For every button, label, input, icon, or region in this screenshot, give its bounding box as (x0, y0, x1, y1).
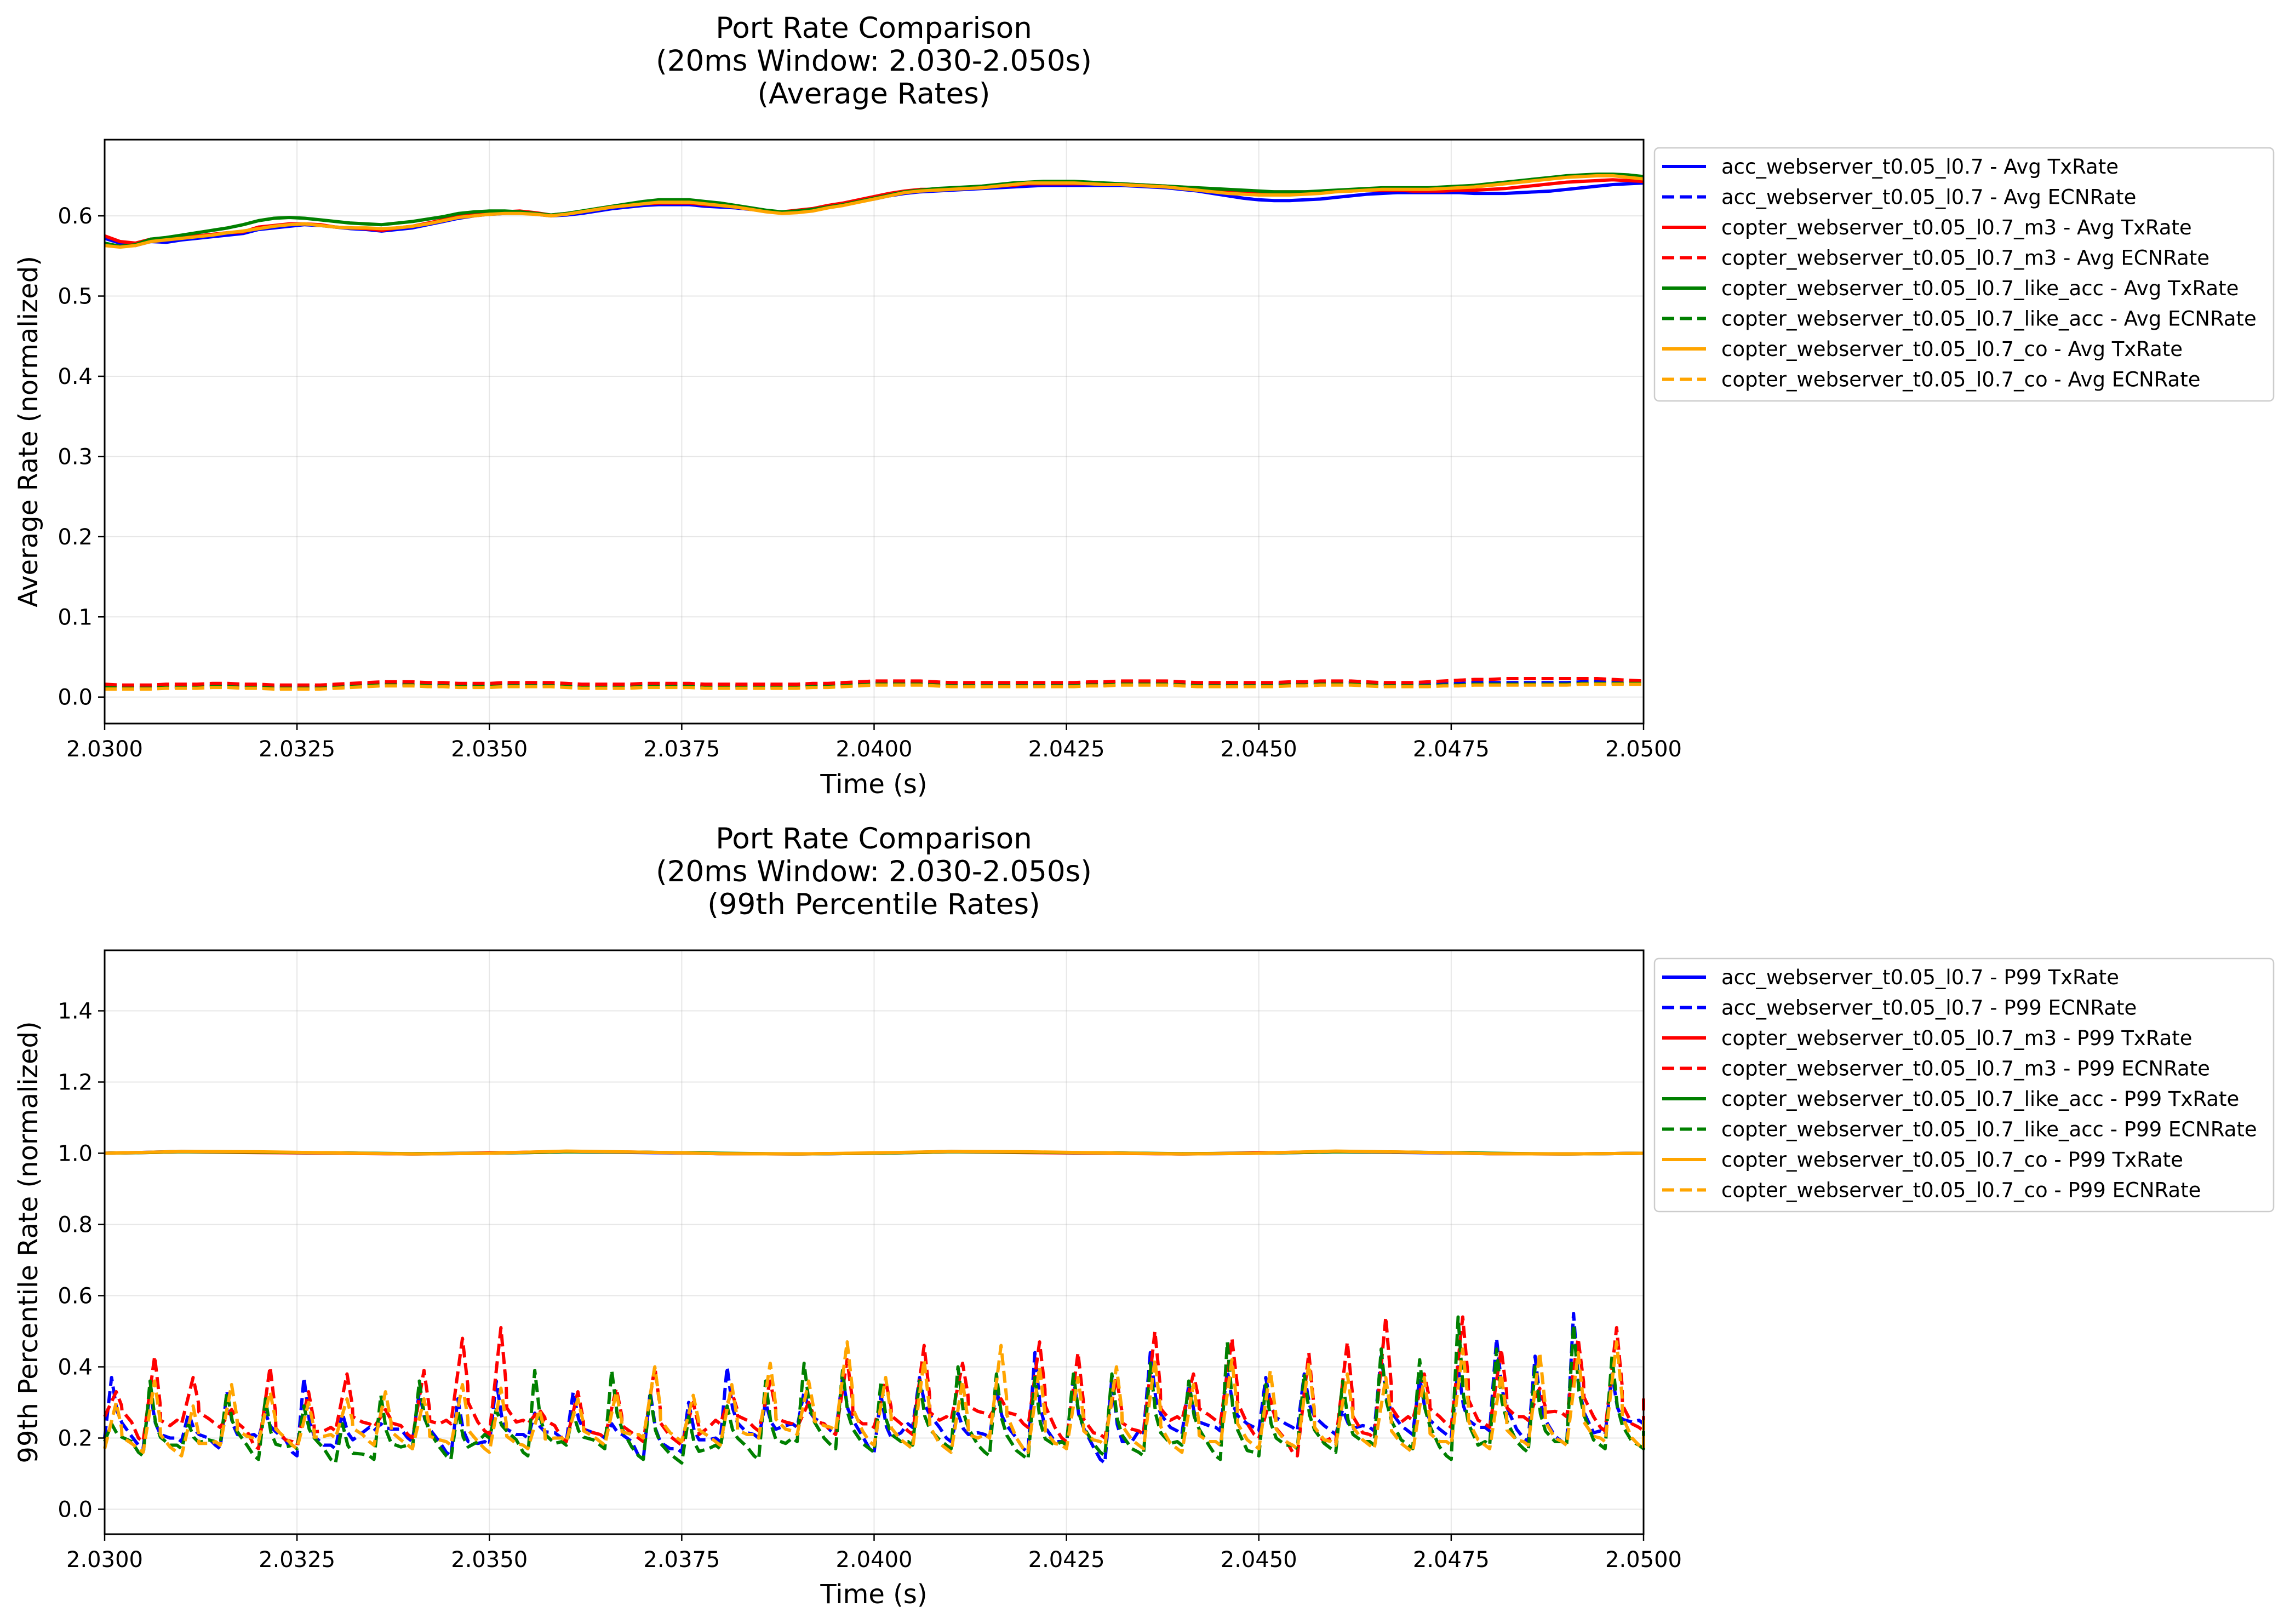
x-axis-label: Time (s) (820, 1579, 927, 1610)
y-axis-label: Average Rate (normalized) (13, 256, 44, 607)
legend: acc_webserver_t0.05_l0.7 - P99 TxRate acc… (1653, 957, 2275, 1213)
x-tick-label: 2.0300 (66, 1547, 143, 1573)
y-tick-label: 1.4 (58, 999, 93, 1024)
x-tick-label: 2.0450 (1221, 737, 1297, 762)
x-tick-label: 2.0375 (643, 737, 720, 762)
legend-label: copter_webserver_t0.05_l0.7_co - P99 TxR… (1721, 1148, 2183, 1172)
legend-label: acc_webserver_t0.05_l0.7 - P99 ECNRate (1721, 996, 2137, 1020)
legend-label: copter_webserver_t0.05_l0.7_co - P99 ECN… (1721, 1179, 2201, 1202)
x-tick-label: 2.0450 (1221, 1547, 1297, 1573)
y-tick-label: 0.0 (58, 685, 93, 710)
series-line (104, 1149, 1644, 1156)
y-tick-label: 0.1 (58, 605, 93, 630)
legend-label: copter_webserver_t0.05_l0.7_like_acc - P… (1721, 1087, 2239, 1111)
x-tick-label: 2.0325 (259, 737, 335, 762)
y-tick-label: 0.4 (58, 1355, 93, 1380)
y-tick-label: 0.2 (58, 1426, 93, 1451)
x-tick-label: 2.0300 (66, 737, 143, 762)
series-line (104, 677, 1644, 687)
y-tick-label: 0.6 (58, 204, 93, 229)
x-axis-ticks: 2.0300 2.0325 2.0350 2.0375 2.0400 2.0425 2.04… (66, 724, 1682, 762)
chart-average-rates: Port Rate Comparison (20ms Window: 2.030… (13, 12, 2275, 800)
x-axis-ticks: 2.0300 2.0325 2.0350 2.0375 2.0400 2.0425 2.04… (66, 1534, 1682, 1573)
legend-label: copter_webserver_t0.05_l0.7_like_acc - A… (1721, 307, 2257, 331)
legend-label: copter_webserver_t0.05_l0.7_co - Avg ECN… (1721, 368, 2200, 392)
x-tick-label: 2.0500 (1605, 737, 1682, 762)
legend-label: copter_webserver_t0.05_l0.7_m3 - Avg TxR… (1721, 216, 2192, 239)
series-line (104, 174, 1644, 249)
x-tick-label: 2.0400 (836, 737, 913, 762)
y-tick-label: 1.0 (58, 1141, 93, 1167)
plot-lines (104, 173, 1644, 691)
y-tick-label: 0.3 (58, 444, 93, 469)
chart-title-line1: Port Rate Comparison (715, 822, 1032, 856)
chart-title-line2: (20ms Window: 2.030-2.050s) (656, 855, 1092, 888)
legend-label: copter_webserver_t0.05_l0.7_like_acc - P… (1721, 1118, 2257, 1141)
x-tick-label: 2.0475 (1413, 737, 1490, 762)
legend-label: copter_webserver_t0.05_l0.7_like_acc - A… (1721, 277, 2239, 300)
x-tick-label: 2.0375 (643, 1547, 720, 1573)
y-tick-label: 0.8 (58, 1213, 93, 1238)
plot-lines (103, 1149, 1645, 1465)
y-axis-ticks: 0.0 0.1 0.2 0.3 0.4 0.5 0.6 (58, 204, 105, 710)
y-tick-label: 0.0 (58, 1497, 93, 1523)
series-line (103, 1340, 1645, 1457)
y-tick-label: 0.4 (58, 364, 93, 389)
y-tick-label: 0.2 (58, 525, 93, 550)
legend-box (1653, 957, 2275, 1213)
y-tick-label: 0.6 (58, 1284, 93, 1309)
legend: acc_webserver_t0.05_l0.7 - Avg TxRate acc… (1653, 147, 2275, 402)
x-axis-label: Time (s) (820, 769, 927, 800)
legend-label: copter_webserver_t0.05_l0.7_m3 - P99 ECN… (1721, 1057, 2210, 1081)
legend-label: copter_webserver_t0.05_l0.7_co - Avg TxR… (1721, 337, 2183, 361)
legend-label: acc_webserver_t0.05_l0.7 - Avg TxRate (1721, 155, 2119, 179)
legend-box (1653, 147, 2275, 402)
x-tick-label: 2.0350 (451, 1547, 528, 1573)
x-tick-label: 2.0400 (836, 1547, 913, 1573)
chart-title-line3: (99th Percentile Rates) (707, 888, 1040, 921)
x-tick-label: 2.0350 (451, 737, 528, 762)
x-tick-label: 2.0325 (259, 1547, 335, 1573)
series-line (105, 682, 1644, 691)
chart-p99-rates: Port Rate Comparison (20ms Window: 2.030… (13, 822, 2275, 1610)
x-tick-label: 2.0425 (1028, 737, 1105, 762)
x-tick-label: 2.0425 (1028, 1547, 1105, 1573)
legend-label: copter_webserver_t0.05_l0.7_m3 - P99 TxR… (1721, 1026, 2193, 1050)
legend-label: acc_webserver_t0.05_l0.7 - Avg ECNRate (1721, 186, 2136, 209)
y-tick-label: 1.2 (58, 1070, 93, 1095)
legend-label: copter_webserver_t0.05_l0.7_m3 - Avg ECN… (1721, 246, 2209, 270)
y-axis-label: 99th Percentile Rate (normalized) (13, 1021, 44, 1463)
chart-title-line3: (Average Rates) (758, 77, 991, 111)
chart-title-line1: Port Rate Comparison (715, 12, 1032, 45)
x-tick-label: 2.0500 (1605, 1547, 1682, 1573)
y-tick-label: 0.5 (58, 284, 93, 309)
y-axis-ticks: 0.0 0.2 0.4 0.6 0.8 1.0 1.2 1.4 (58, 999, 105, 1523)
legend-label: acc_webserver_t0.05_l0.7 - P99 TxRate (1721, 966, 2119, 989)
chart-title-line2: (20ms Window: 2.030-2.050s) (656, 44, 1092, 78)
x-tick-label: 2.0475 (1413, 1547, 1490, 1573)
